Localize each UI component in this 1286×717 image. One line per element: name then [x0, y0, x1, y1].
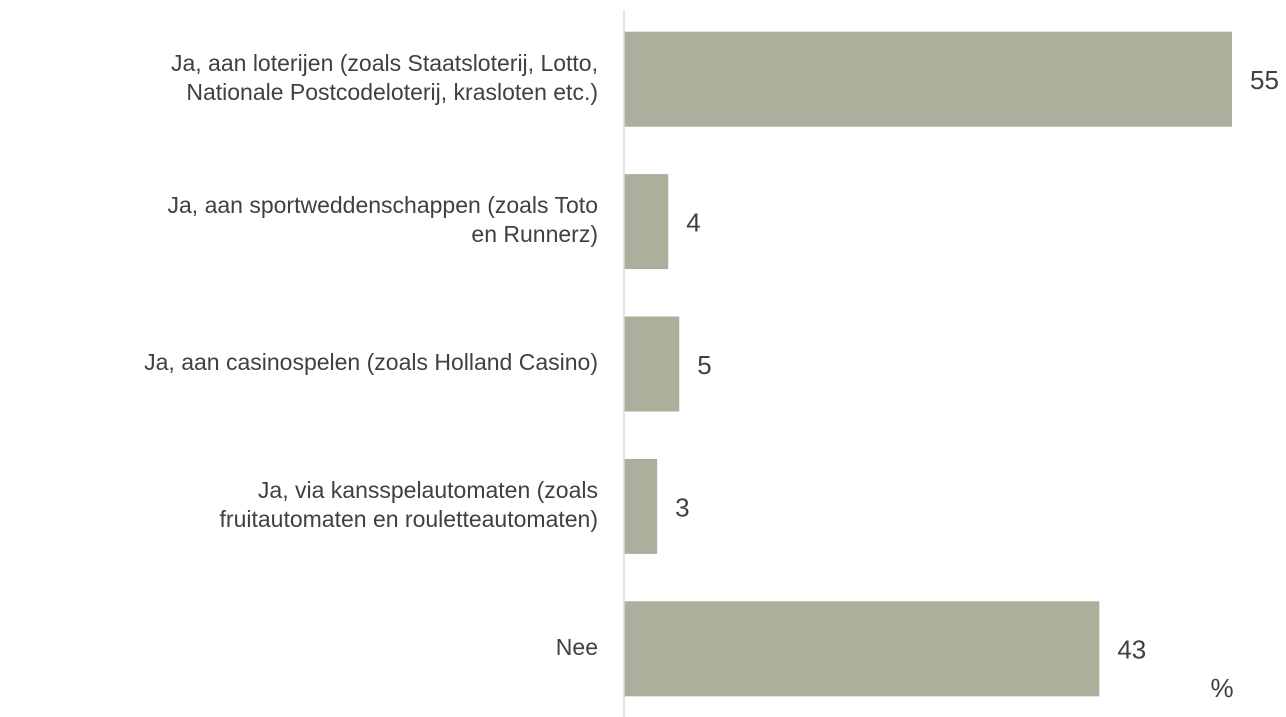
category-label: Ja, aan casinospelen (zoals Holland Casi…	[144, 349, 598, 375]
bar	[624, 31, 1232, 127]
category-label: Nationale Postcodeloterij, krasloten etc…	[186, 79, 598, 105]
bar	[624, 458, 658, 554]
category-label: Nee	[556, 634, 598, 660]
category-label: Ja, via kansspelautomaten (zoals	[258, 477, 598, 503]
value-label: 3	[675, 492, 689, 522]
bar	[624, 601, 1100, 697]
category-label: Ja, aan sportweddenschappen (zoals Toto	[168, 192, 598, 218]
value-label: 43	[1117, 635, 1146, 665]
bar	[624, 316, 680, 412]
value-label: 5	[697, 350, 711, 380]
category-label: fruitautomaten en rouletteautomaten)	[220, 506, 598, 532]
value-label: 4	[686, 207, 700, 237]
category-label: Ja, aan loterijen (zoals Staatsloterij, …	[171, 50, 598, 76]
value-label: 55	[1250, 65, 1279, 95]
category-label: en Runnerz)	[471, 221, 598, 247]
bar	[624, 174, 669, 270]
unit-label: %	[1210, 673, 1233, 703]
